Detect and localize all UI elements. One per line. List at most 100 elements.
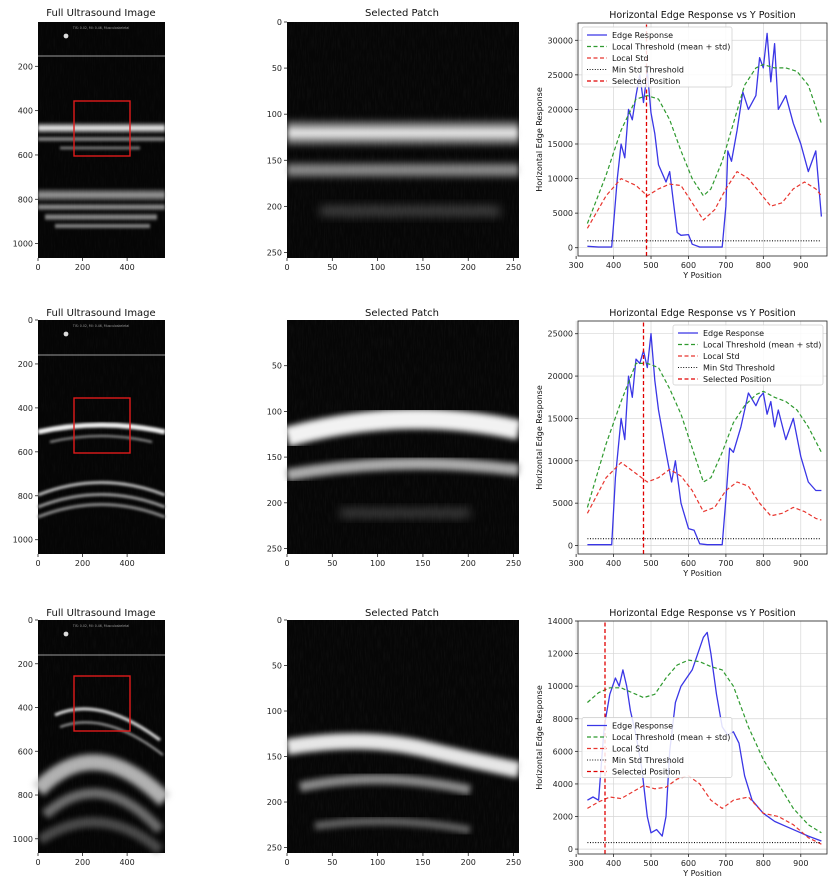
us-x-axis: 0 200 400 (35, 258, 135, 272)
patch-x-axis: 0 50 100 150 200 250 (284, 258, 521, 272)
series-local-threshold-mean-std (586, 362, 822, 508)
legend-entry: Edge Response (703, 329, 764, 338)
patch-title: Selected Patch (365, 608, 439, 619)
x-tick-label: 50 (327, 559, 337, 568)
x-tick-label: 200 (75, 858, 90, 867)
y-tick-label: 400 (18, 107, 33, 116)
legend-entry: Edge Response (612, 31, 673, 40)
legend-entry: Local Std (612, 745, 649, 754)
us-image-panel: Full Ultrasound Image TIS: 0.02, MI: 0.4… (13, 308, 166, 568)
y-tick-label: 25000 (548, 330, 573, 339)
x-tick-label: 800 (756, 261, 771, 270)
plot-frame (577, 320, 828, 555)
x-tick-label: 600 (681, 559, 696, 568)
patch-y-axis: 0 50 100 150 200 250 (267, 18, 287, 257)
y-tick-label: 4000 (553, 780, 573, 789)
legend-entry: Min Std Threshold (703, 364, 775, 373)
us-x-axis: 0 200 400 (35, 554, 135, 568)
legend-entry: Local Threshold (mean + std) (703, 341, 821, 350)
x-tick-label: 100 (370, 263, 385, 272)
x-tick-label: 400 (119, 559, 134, 568)
x-tick-label: 150 (415, 858, 430, 867)
x-tick-label: 100 (370, 858, 385, 867)
us-image-panel: Full Ultrasound Image TIS: 0.02, MI: 0.4… (13, 8, 165, 272)
us-image: TIS: 0.02, MI: 0.46, Musculoskeletal (32, 620, 171, 854)
y-tick-label: 10000 (548, 682, 573, 691)
x-tick-label: 700 (718, 859, 733, 868)
x-tick-label: 400 (119, 858, 134, 867)
patch-title: Selected Patch (365, 8, 439, 19)
y-tick-label: 6000 (553, 747, 573, 756)
y-tick-label: 100 (267, 707, 282, 716)
y-tick-label: 0 (277, 616, 282, 625)
x-tick-label: 200 (461, 559, 476, 568)
legend-entry: Selected Position (612, 77, 680, 86)
x-tick-label: 900 (793, 261, 808, 270)
patch-y-axis: 50 100 150 200 250 (267, 362, 287, 554)
legend-entry: Selected Position (703, 375, 771, 384)
y-tick-label: 10000 (548, 175, 573, 184)
x-axis-label: Y Position (682, 869, 722, 878)
y-tick-label: 0 (277, 18, 282, 27)
legend-entry: Edge Response (612, 722, 673, 731)
y-tick-label: 250 (267, 844, 282, 853)
y-tick-label: 600 (18, 448, 33, 457)
x-tick-label: 200 (461, 858, 476, 867)
x-tick-label: 300 (568, 859, 583, 868)
legend-box (581, 26, 733, 88)
legend-box (672, 324, 824, 386)
x-tick-label: 500 (643, 559, 658, 568)
y-axis-label: Horizontal Edge Response (535, 685, 544, 790)
x-axis-label: Y Position (682, 569, 722, 578)
x-tick-label: 800 (756, 859, 771, 868)
patch-image (285, 620, 521, 853)
edge-response-plot: 300 400 500 600 700 800 900 0 5000 10000 15000 2000… (535, 308, 828, 578)
y-tick-label: 200 (267, 499, 282, 508)
y-tick-label: 5000 (553, 499, 573, 508)
patch-panel: Selected Patch 0 50 100 150 200 250 50 100 150 2… (267, 308, 521, 568)
us-y-axis: 0 200 400 600 800 1000 (13, 616, 38, 844)
x-tick-label: 250 (506, 559, 521, 568)
us-image: TIS: 0.02, MI: 0.46, Musculoskeletal (38, 22, 165, 258)
legend-entry: Local Std (703, 352, 740, 361)
legend-entry: Selected Position (612, 768, 680, 777)
patch-panel: Selected Patch 0 50 100 150 200 250 0 50 100 150… (267, 8, 521, 272)
y-tick-label: 200 (18, 660, 33, 669)
y-tick-label: 1000 (13, 240, 33, 249)
y-tick-label: 200 (267, 202, 282, 211)
x-tick-label: 300 (568, 261, 583, 270)
x-tick-label: 300 (568, 559, 583, 568)
y-tick-label: 200 (18, 62, 33, 71)
patch-title: Selected Patch (365, 308, 439, 319)
y-axis-label: Horizontal Edge Response (535, 385, 544, 490)
plot-title: Horizontal Edge Response vs Y Position (609, 10, 796, 21)
row-1: Full Ultrasound Image TIS: 0.02, MI: 0.4… (13, 308, 828, 578)
series-edge-response (587, 333, 822, 546)
y-tick-label: 50 (272, 662, 282, 671)
y-tick-label: 30000 (548, 36, 573, 45)
y-tick-label: 1000 (13, 835, 33, 844)
us-image-title: Full Ultrasound Image (46, 608, 155, 619)
plot-title: Horizontal Edge Response vs Y Position (609, 608, 796, 619)
selection-box (73, 100, 131, 157)
y-tick-label: 150 (267, 453, 282, 462)
x-tick-label: 200 (75, 559, 90, 568)
y-tick-label: 20000 (548, 372, 573, 381)
y-tick-label: 50 (272, 64, 282, 73)
y-tick-label: 200 (267, 798, 282, 807)
x-tick-label: 400 (606, 859, 621, 868)
x-tick-label: 250 (506, 858, 521, 867)
y-tick-label: 800 (18, 492, 33, 501)
x-axis-label: Y Position (682, 271, 722, 280)
y-tick-label: 5000 (553, 209, 573, 218)
plot-title: Horizontal Edge Response vs Y Position (609, 308, 796, 319)
patch-x-axis: 0 50 100 150 200 250 (284, 554, 521, 568)
y-tick-label: 250 (267, 545, 282, 554)
y-tick-label: 0 (568, 244, 573, 253)
series-edge-response (587, 631, 822, 842)
y-tick-label: 25000 (548, 71, 573, 80)
x-tick-label: 700 (718, 261, 733, 270)
y-tick-label: 12000 (548, 650, 573, 659)
y-tick-label: 14000 (548, 617, 573, 626)
y-axis-label: Horizontal Edge Response (535, 87, 544, 192)
